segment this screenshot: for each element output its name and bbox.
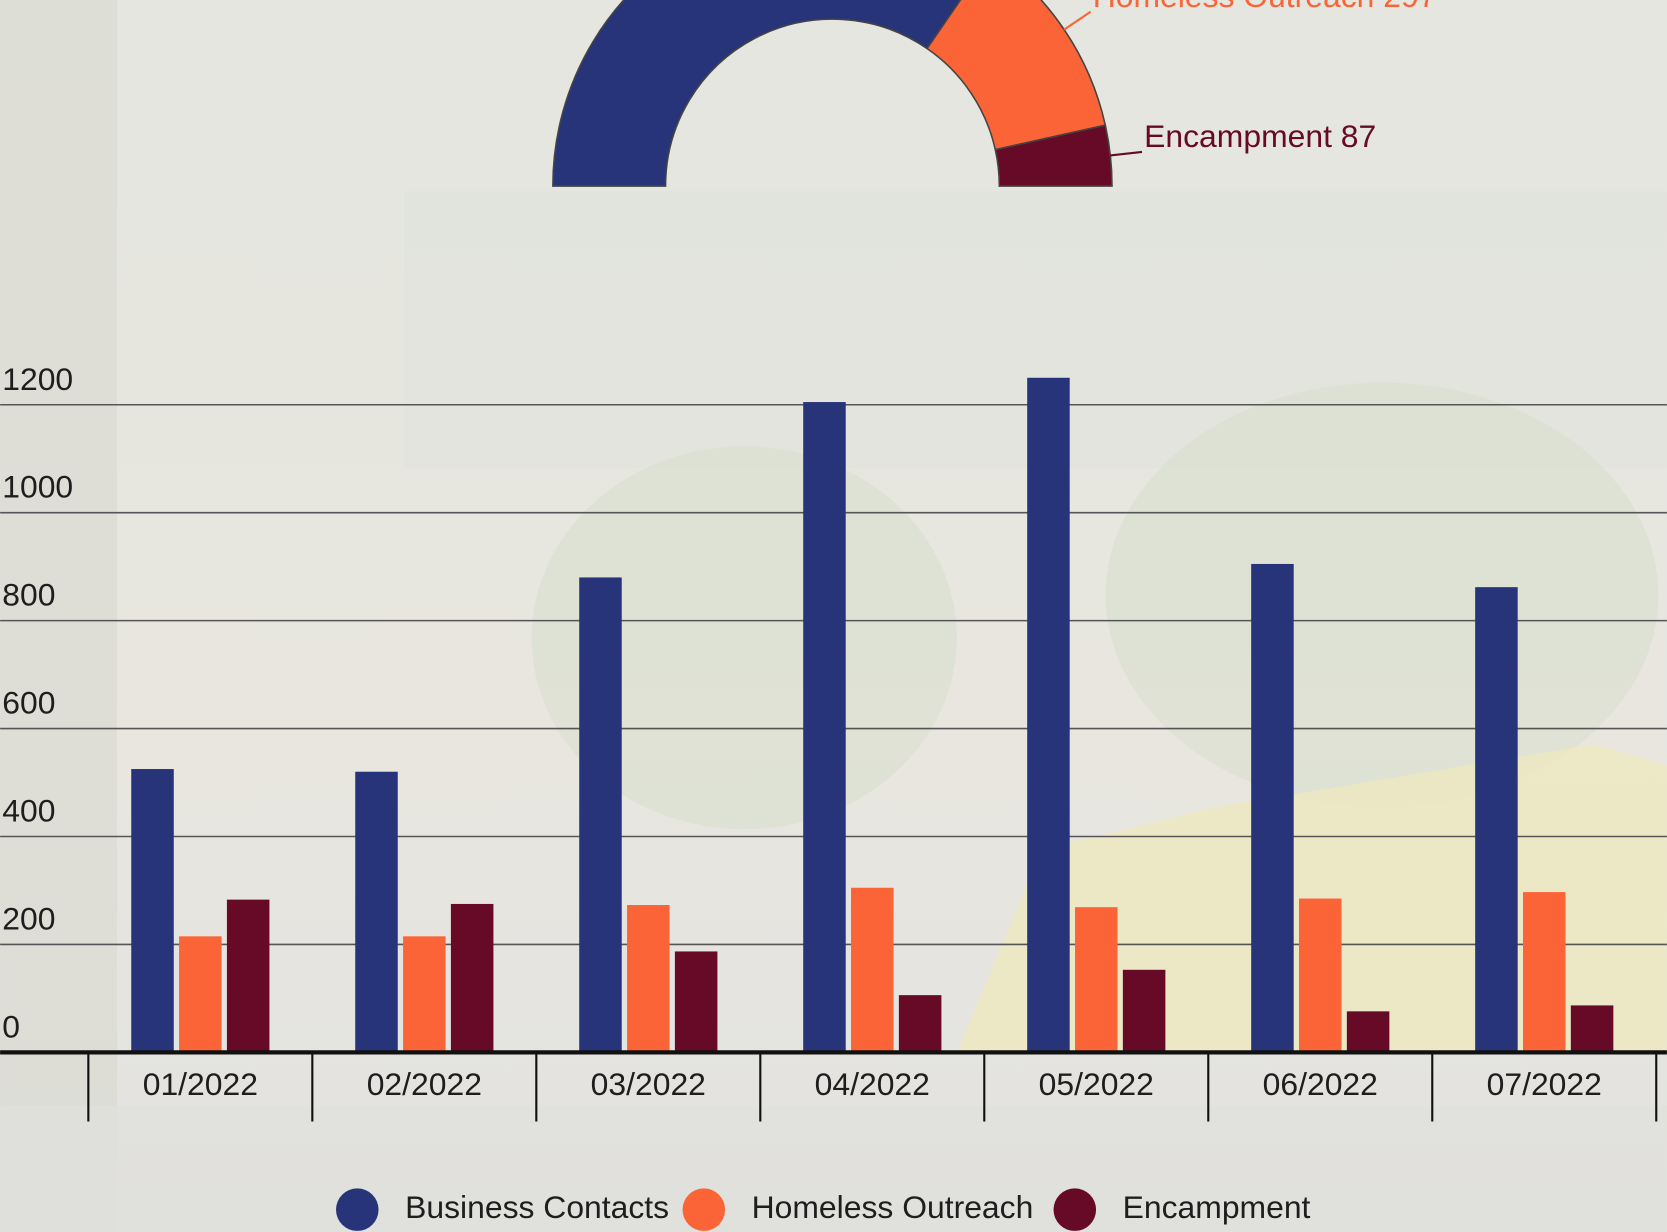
bar xyxy=(851,888,894,1053)
legend-label: Homeless Outreach xyxy=(752,1189,1034,1225)
x-tick-label: 07/2022 xyxy=(1487,1066,1602,1102)
bar xyxy=(1251,564,1294,1052)
bar xyxy=(803,402,846,1052)
donut-label-name: Encampment xyxy=(1144,119,1332,155)
chart: Business Contacts 862Homeless Outreach 2… xyxy=(0,0,1667,1232)
legend-marker xyxy=(683,1188,726,1231)
background-tree xyxy=(0,0,117,1232)
bar xyxy=(1347,1011,1390,1052)
legend-label: Business Contacts xyxy=(405,1189,669,1225)
y-tick-label: 400 xyxy=(2,793,55,829)
x-tick-label: 02/2022 xyxy=(367,1066,482,1102)
legend-label: Encampment xyxy=(1123,1189,1311,1225)
y-tick-label: 200 xyxy=(2,900,55,936)
page: {"chart_data": [ {"type": "pie", "catego… xyxy=(0,0,1667,1232)
y-tick-label: 800 xyxy=(2,577,55,613)
donut-label-value: 297 xyxy=(1383,0,1436,14)
bar xyxy=(1299,899,1342,1053)
x-tick-label: 03/2022 xyxy=(591,1066,706,1102)
bar xyxy=(1571,1005,1614,1052)
donut-label: Encampment 87 xyxy=(1144,119,1376,155)
donut-label-name: Homeless Outreach xyxy=(1093,0,1375,14)
y-tick-label: 1000 xyxy=(2,469,73,505)
bar xyxy=(131,769,174,1052)
y-tick-label: 0 xyxy=(2,1008,20,1044)
bar xyxy=(355,772,398,1053)
bar xyxy=(675,951,718,1052)
x-tick-label: 06/2022 xyxy=(1263,1066,1378,1102)
legend-marker xyxy=(1054,1188,1097,1231)
bar xyxy=(1123,970,1166,1053)
bar xyxy=(899,995,942,1052)
bar xyxy=(1523,892,1566,1052)
y-tick-label: 1200 xyxy=(2,361,73,397)
bar xyxy=(1075,907,1118,1052)
x-tick-label: 04/2022 xyxy=(815,1066,930,1102)
bar xyxy=(179,936,222,1052)
background-foliage xyxy=(1106,383,1659,808)
y-tick-label: 600 xyxy=(2,685,55,721)
bar xyxy=(627,905,670,1052)
bar xyxy=(1027,378,1070,1053)
donut-label-value: 87 xyxy=(1341,119,1376,155)
donut-label: Homeless Outreach 297 xyxy=(1093,0,1437,14)
x-tick-label: 01/2022 xyxy=(143,1066,258,1102)
bar xyxy=(403,936,446,1052)
bar xyxy=(579,577,622,1052)
x-tick-label: 05/2022 xyxy=(1039,1066,1154,1102)
bar xyxy=(451,904,494,1052)
bar xyxy=(227,900,270,1053)
legend-marker xyxy=(336,1188,379,1231)
bar xyxy=(1475,587,1518,1052)
